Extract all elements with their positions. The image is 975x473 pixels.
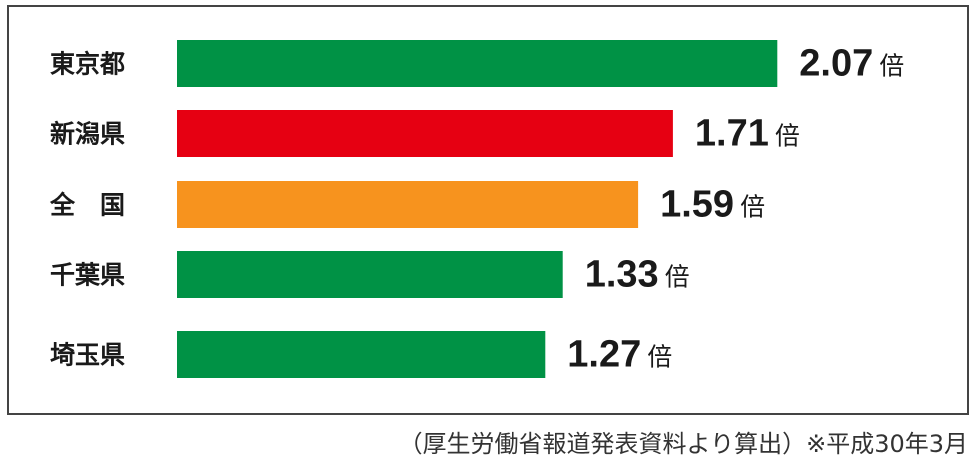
value-label: 1.59: [660, 184, 734, 226]
category-label: 全 国: [49, 191, 125, 220]
unit-label: 倍: [879, 52, 904, 81]
category-label: 埼玉県: [50, 341, 125, 370]
unit-label: 倍: [647, 343, 672, 372]
bar: [177, 110, 673, 157]
value-label: 1.71: [695, 113, 769, 155]
unit-label: 倍: [775, 122, 800, 151]
category-label: 新潟県: [50, 120, 125, 149]
value-label: 2.07: [799, 43, 873, 85]
value-label: 1.33: [585, 254, 659, 296]
unit-label: 倍: [665, 263, 690, 292]
bar: [177, 181, 639, 228]
category-label: 東京都: [50, 50, 125, 79]
bar: [177, 40, 778, 87]
bar: [177, 331, 546, 378]
category-label: 千葉県: [50, 261, 125, 290]
chart-frame: [7, 5, 969, 415]
value-label: 1.27: [567, 334, 641, 376]
source-note: （厚生労働省報道発表資料より算出）※平成30年3月: [399, 430, 968, 458]
bar: [177, 251, 563, 298]
unit-label: 倍: [740, 193, 765, 222]
